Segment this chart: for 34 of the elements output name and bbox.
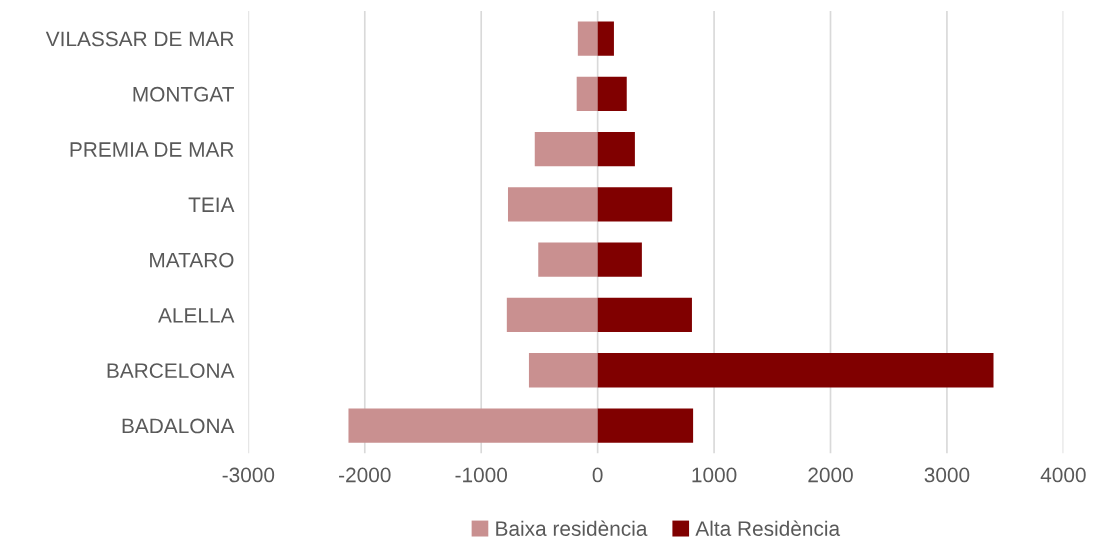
bar <box>576 76 598 111</box>
legend-label: Alta Residència <box>695 520 841 536</box>
bar <box>597 297 692 333</box>
y-tick-label: MONTGAT <box>133 86 234 102</box>
bar <box>597 242 642 277</box>
bar <box>348 408 598 443</box>
y-tick-label: TEIA <box>188 197 235 212</box>
y-tick-label: BARCELONA <box>107 363 235 379</box>
x-tick-label: 3000 <box>924 467 970 483</box>
y-tick-label: PREMIA DE MAR <box>70 142 234 157</box>
bar <box>534 131 598 167</box>
bar <box>538 242 598 277</box>
bar <box>597 76 627 111</box>
bar <box>507 187 598 222</box>
y-tick-label: BADALONA <box>122 418 235 434</box>
bar <box>597 408 694 443</box>
bar <box>506 297 598 333</box>
x-tick-label: 1000 <box>692 467 737 483</box>
bar <box>597 131 635 167</box>
bar <box>597 21 614 56</box>
x-tick-label: 2000 <box>808 467 853 483</box>
bar <box>597 187 673 222</box>
x-tick-label: -2000 <box>339 467 391 483</box>
x-tick-label: 4000 <box>1040 467 1086 483</box>
y-tick-label: ALELLA <box>158 308 235 323</box>
x-tick-label: -1000 <box>455 467 508 483</box>
y-tick-label: VILASSAR DE MAR <box>45 31 234 47</box>
x-tick-label: 0 <box>592 467 603 483</box>
x-tick-label: -3000 <box>222 467 275 483</box>
bar <box>577 21 598 56</box>
y-tick-label: MATARO <box>150 252 234 268</box>
legend-label: Baixa residència <box>496 520 648 536</box>
bar <box>597 353 994 388</box>
bar <box>528 353 598 388</box>
